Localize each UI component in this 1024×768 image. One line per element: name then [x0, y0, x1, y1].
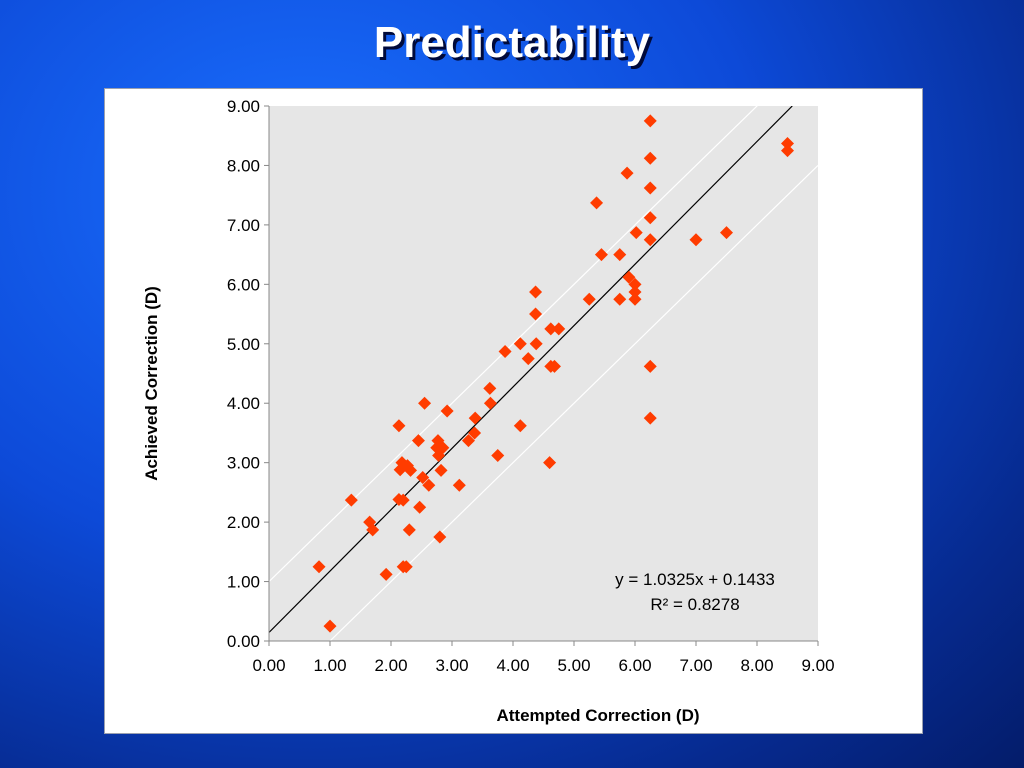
y-tick-label: 4.00 — [227, 394, 260, 413]
x-tick-label: 2.00 — [374, 656, 407, 675]
data-point — [411, 434, 425, 448]
page-title: Predictability — [373, 18, 651, 67]
x-tick-label: 4.00 — [496, 656, 529, 675]
upper-band-line — [269, 106, 758, 582]
lower-band-line — [329, 165, 818, 641]
data-point — [440, 404, 454, 418]
data-point — [379, 567, 393, 581]
y-tick-label: 0.00 — [227, 632, 260, 651]
data-point — [402, 523, 416, 537]
data-point — [582, 292, 596, 306]
data-point — [613, 292, 627, 306]
data-point — [628, 292, 642, 306]
plot-area — [269, 106, 818, 641]
data-point — [643, 359, 657, 373]
x-tick-label: 8.00 — [740, 656, 773, 675]
y-tick-label: 5.00 — [227, 335, 260, 354]
data-point — [433, 530, 447, 544]
data-point — [594, 248, 608, 262]
data-point — [781, 136, 794, 150]
y-tick-label: 6.00 — [227, 275, 260, 294]
data-point — [529, 285, 543, 299]
data-point — [344, 493, 358, 507]
data-point — [461, 434, 475, 448]
data-point — [643, 233, 657, 247]
data-point — [366, 523, 380, 537]
data-point — [590, 196, 604, 210]
data-point — [544, 322, 558, 336]
y-tick-label: 7.00 — [227, 216, 260, 235]
data-point — [513, 419, 527, 433]
data-point — [392, 419, 406, 433]
chart-container: 0.00 1.00 2.00 3.00 4.00 5.00 6.00 7.00 8.00 9.00… — [104, 88, 923, 734]
y-tick-label: 9.00 — [227, 97, 260, 116]
data-point — [498, 345, 512, 359]
y-tick-label: 2.00 — [227, 513, 260, 532]
x-tick-label: 9.00 — [801, 656, 834, 675]
data-point — [483, 396, 497, 410]
data-point — [543, 456, 557, 470]
data-point — [643, 114, 657, 128]
trendline-equation: y = 1.0325x + 0.1433 — [615, 570, 775, 589]
data-point — [552, 322, 566, 336]
y-tick-label: 8.00 — [227, 156, 260, 175]
data-point — [404, 463, 418, 477]
data-point — [312, 560, 326, 574]
data-point — [689, 233, 703, 247]
data-point — [547, 359, 561, 373]
data-point — [483, 381, 497, 395]
x-tick-label: 5.00 — [557, 656, 590, 675]
x-tick-label: 6.00 — [618, 656, 651, 675]
y-axis-label: Achieved Correction (D) — [142, 286, 161, 481]
data-point — [452, 478, 466, 492]
y-tick-label: 1.00 — [227, 573, 260, 592]
x-tick-label: 7.00 — [679, 656, 712, 675]
data-point — [468, 426, 482, 440]
data-point — [513, 337, 527, 351]
data-point — [643, 411, 657, 425]
x-axis-label: Attempted Correction (D) — [496, 706, 699, 725]
data-point — [413, 500, 427, 514]
data-point — [416, 471, 430, 485]
x-tick-label: 0.00 — [252, 656, 285, 675]
data-point — [643, 181, 657, 195]
data-point — [720, 226, 733, 240]
x-tick-label: 3.00 — [435, 656, 468, 675]
data-point — [434, 463, 448, 477]
data-point — [529, 337, 543, 351]
data-point — [436, 441, 450, 455]
data-point — [396, 493, 410, 507]
data-point — [418, 396, 432, 410]
data-point — [628, 277, 642, 291]
scatter-chart: 0.00 1.00 2.00 3.00 4.00 5.00 6.00 7.00 8.00 9.00… — [142, 97, 835, 725]
data-point — [643, 151, 657, 165]
data-point — [628, 285, 642, 299]
data-point — [521, 352, 535, 366]
data-point — [643, 211, 657, 225]
r-squared-label: R² = 0.8278 — [650, 595, 739, 614]
data-point — [422, 478, 436, 492]
y-tick-label: 3.00 — [227, 454, 260, 473]
trendline — [269, 106, 793, 633]
data-point — [620, 166, 634, 180]
data-point — [468, 411, 482, 425]
x-tick-label: 1.00 — [313, 656, 346, 675]
data-point — [629, 226, 643, 240]
data-point — [399, 560, 413, 574]
data-point — [323, 619, 337, 633]
data-point — [491, 449, 505, 463]
data-point — [622, 270, 636, 284]
data-point — [529, 307, 543, 321]
data-point — [613, 248, 627, 262]
